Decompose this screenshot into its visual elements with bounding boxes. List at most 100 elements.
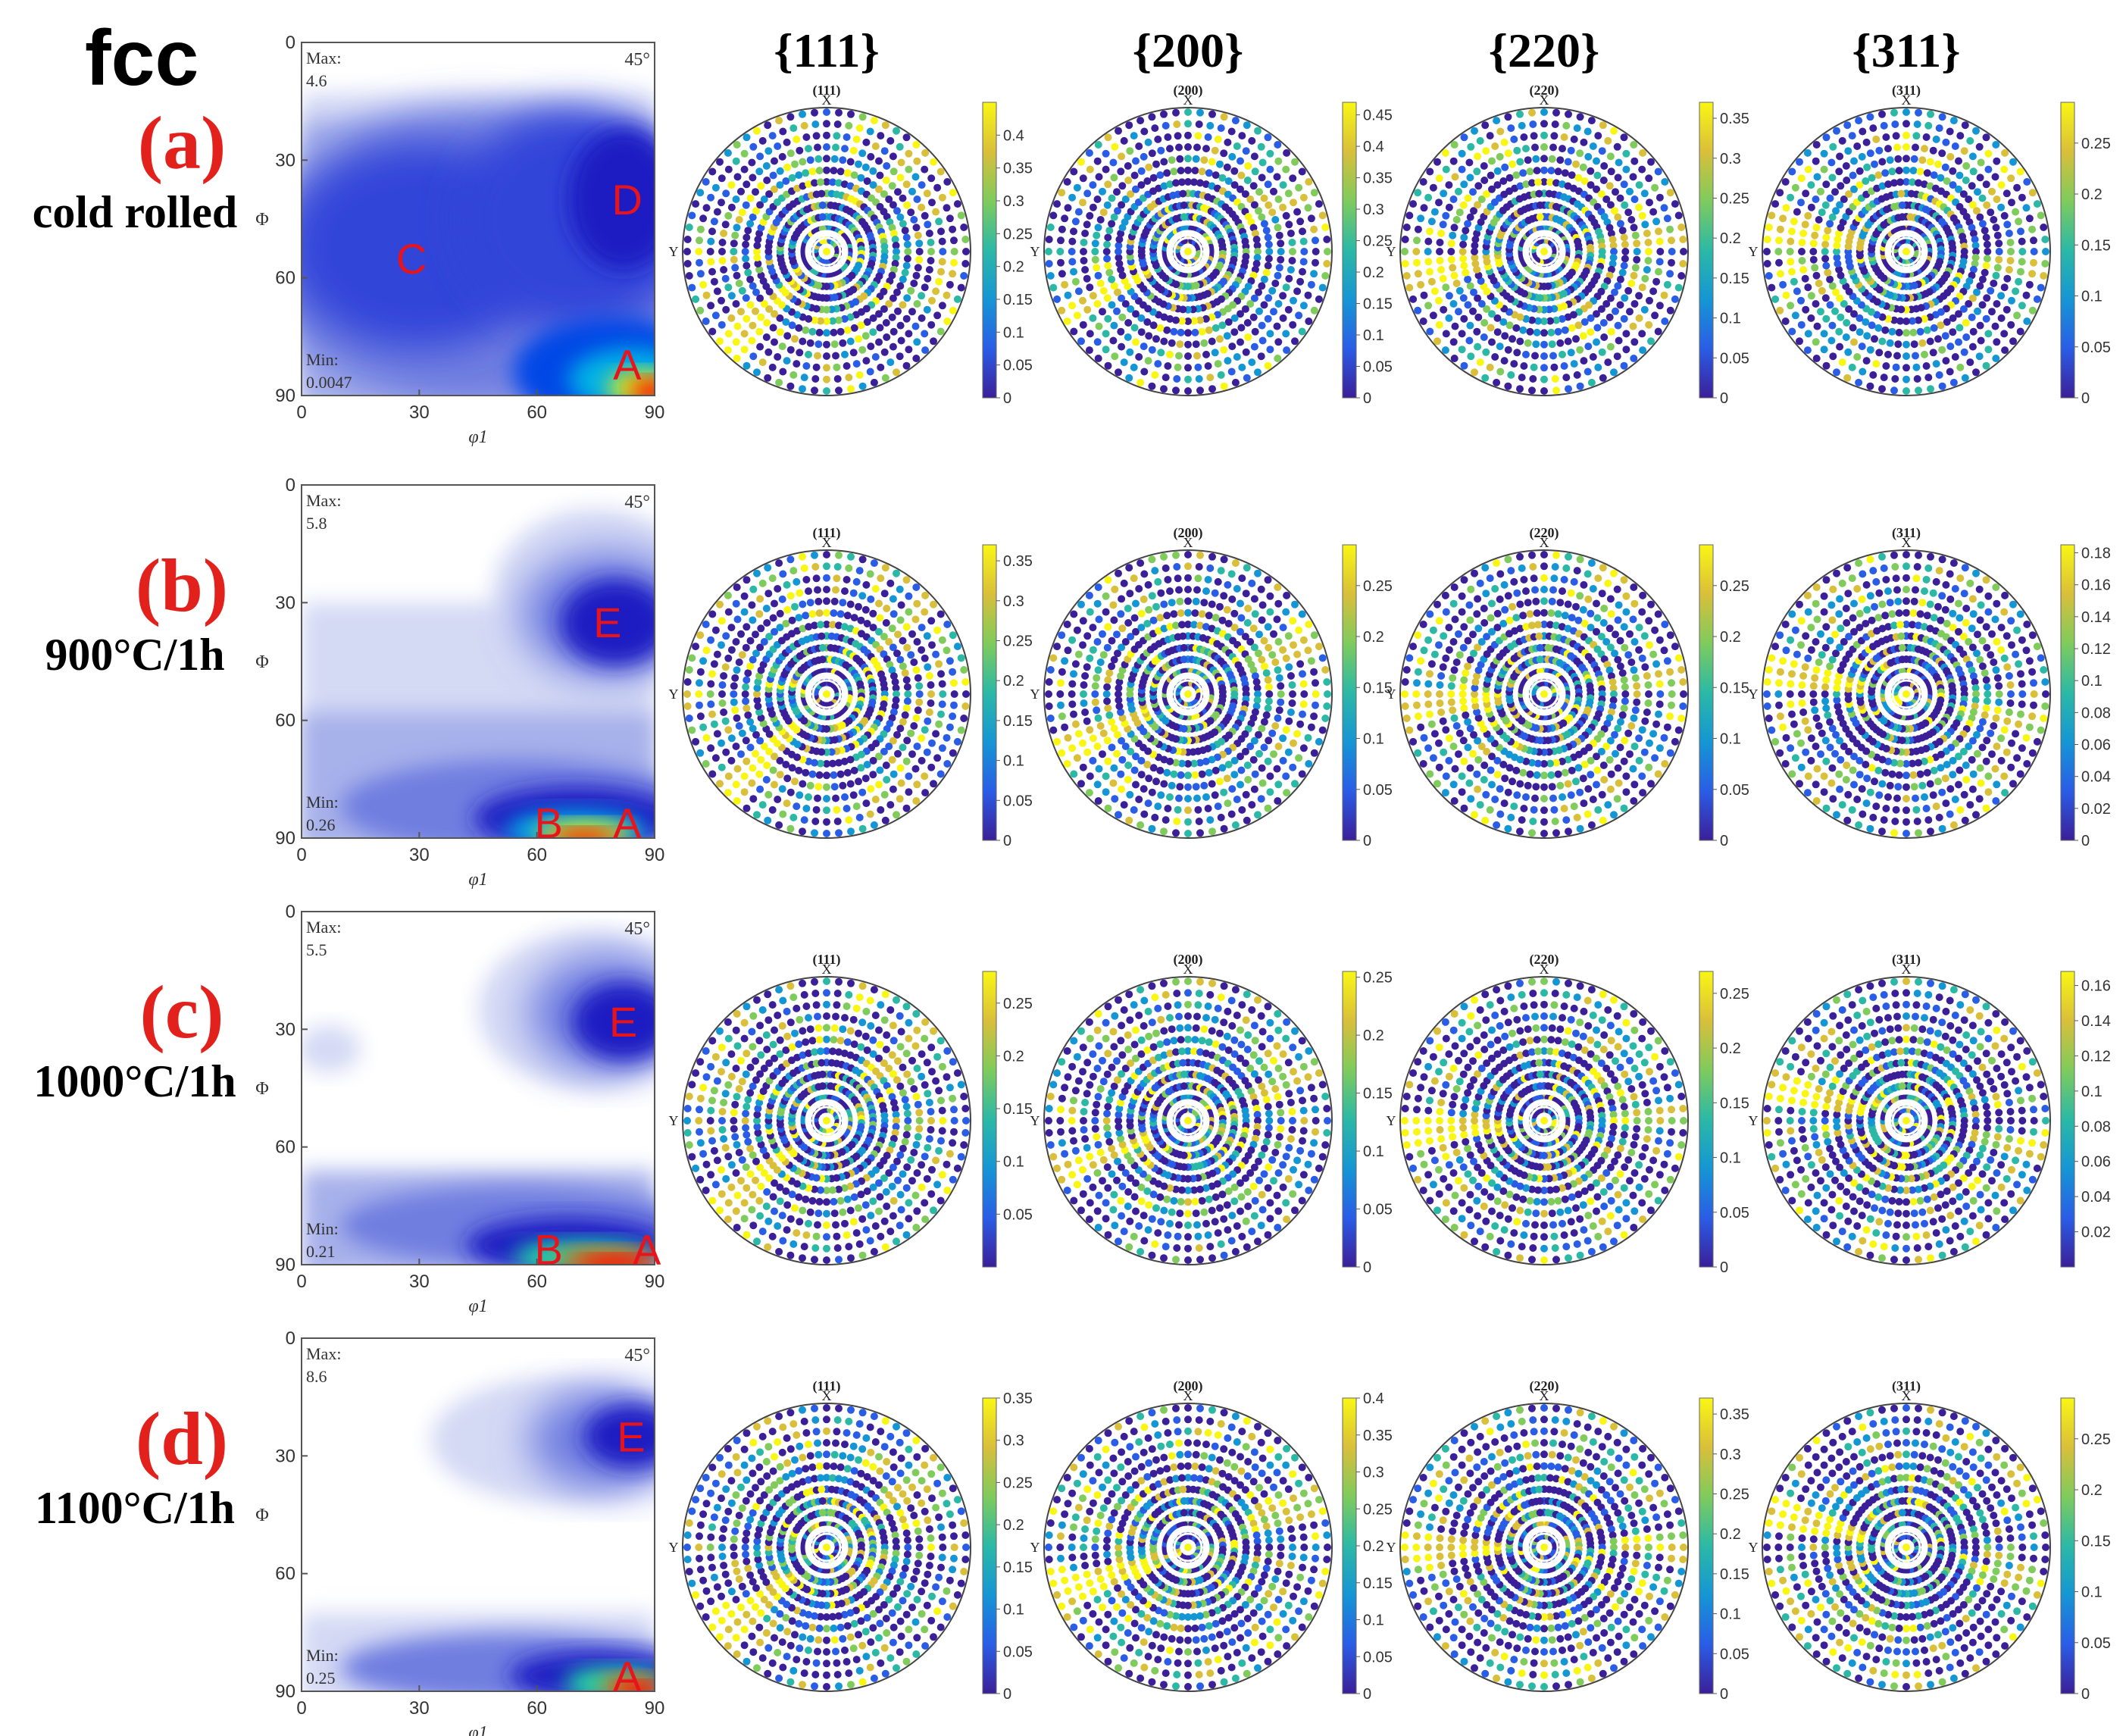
pole-figure-point: [1132, 599, 1140, 608]
pole-figure-point: [2018, 248, 2027, 255]
pole-figure-point: [1781, 317, 1790, 325]
pole-figure-point: [1599, 121, 1607, 130]
pole-figure-point: [1540, 108, 1548, 116]
pole-figure-point: [1812, 141, 1821, 149]
pole-figure-point: [1113, 749, 1121, 758]
pole-figure-point: [1579, 332, 1587, 340]
pole-figure-point: [1660, 291, 1668, 299]
pole-figure-point: [1504, 149, 1512, 158]
pole-figure-point: [1176, 783, 1184, 791]
pole-figure-point: [1984, 248, 1992, 255]
pole-figure-point: [1296, 660, 1305, 668]
pole-figure-point: [1856, 167, 1864, 175]
pole-figure-point: [1184, 352, 1192, 360]
pole-figure-point: [1260, 718, 1268, 726]
pole-figure-point: [1593, 324, 1602, 332]
pole-figure-point: [823, 586, 830, 593]
pole-figure-point: [924, 663, 932, 671]
pole-figure-point: [722, 748, 730, 756]
pole-figure-point: [808, 610, 817, 618]
pole-figure-point: [1124, 762, 1133, 769]
colorbar-tick-label: 0.05: [1003, 793, 1033, 809]
pole-figure-point: [1982, 314, 1990, 323]
pole-figure-point: [1184, 574, 1192, 582]
pole-figure-point: [886, 358, 895, 367]
pole-figure-point: [1205, 612, 1213, 620]
pole-figure-point: [894, 749, 902, 758]
pole-figure-point: [1296, 217, 1305, 226]
pole-figure-point: [1992, 271, 2000, 280]
pole-figure-point: [1170, 327, 1178, 336]
pole-figure-point: [1104, 576, 1112, 584]
pole-figure-point: [1831, 307, 1839, 315]
pole-figure-point: [1962, 319, 1970, 327]
pole-figure-point: [688, 726, 696, 734]
pole-figure-point: [1424, 193, 1433, 202]
pole-figure-point: [1763, 260, 1771, 267]
pole-figure-point: [836, 770, 845, 778]
pole-figure-point: [855, 124, 864, 133]
pole-figure-point: [1426, 267, 1433, 276]
pole-figure-point: [910, 722, 918, 730]
pole-figure-point: [713, 208, 721, 216]
pole-figure-point: [1104, 804, 1112, 812]
pole-figure-point: [796, 349, 804, 357]
pole-figure-point: [708, 770, 717, 778]
pole-figure-point: [1233, 585, 1241, 593]
pole-figure-point: [1923, 326, 1931, 334]
pole-figure-point: [1618, 227, 1627, 235]
pole-figure-point: [762, 605, 771, 612]
pole-figure-point: [1102, 772, 1110, 780]
pole-figure-point: [1599, 319, 1608, 327]
pole-figure-point: [1849, 324, 1857, 332]
pole-figure-point: [1056, 690, 1065, 698]
pole-figure-point: [1436, 257, 1444, 264]
pole-figure-point: [1838, 136, 1846, 145]
pole-figure-point: [1824, 227, 1832, 235]
y-tick-label: 60: [275, 711, 295, 731]
odf-density-contour: [630, 380, 655, 396]
pole-figure-point: [1102, 330, 1110, 338]
pole-figure-point: [1469, 307, 1477, 315]
pole-figure-point: [1884, 350, 1892, 358]
pole-figure-point: [1661, 317, 1669, 325]
pole-figure-point: [1466, 174, 1474, 182]
pole-figure-point: [1827, 336, 1836, 345]
pole-figure-point: [1231, 117, 1240, 125]
pole-figure-point: [1184, 375, 1192, 383]
pole-figure-point: [1184, 155, 1192, 163]
pole-figure-point: [1173, 563, 1181, 571]
pole-figure-point: [748, 336, 756, 345]
pole-figure-point: [2000, 330, 2009, 338]
pole-figure-point: [1426, 327, 1434, 336]
pole-figure-point: [1258, 616, 1266, 624]
pole-figure-point: [740, 165, 749, 174]
pole-figure-point: [1536, 655, 1544, 664]
pole-figure-point: [1666, 225, 1674, 233]
pole-figure-point: [731, 674, 739, 682]
pole-figure-point: [1616, 275, 1624, 283]
pole-figure-point: [730, 239, 738, 248]
pole-figure-point: [1549, 143, 1557, 152]
pole-figure-point: [1803, 149, 1812, 157]
pole-figure-point: [862, 357, 871, 365]
pole-figure-point: [718, 641, 725, 649]
pole-figure-point: [913, 338, 921, 346]
pole-figure-point: [858, 346, 867, 354]
pole-figure-point: [1231, 559, 1240, 568]
pole-figure-point: [949, 631, 957, 640]
pole-figure-point: [1645, 321, 1653, 329]
pole-figure-point: [802, 169, 810, 177]
pole-figure-point: [823, 830, 830, 837]
pole-figure-point: [796, 791, 804, 799]
odf-max-value: 5.8: [306, 514, 327, 533]
pole-figure-point: [1516, 337, 1524, 346]
pole-figure-point: [800, 121, 808, 130]
pole-figure-point: [911, 173, 920, 181]
pole-figure-point: [1264, 314, 1272, 323]
colorbar-tick-label: 0.2: [1363, 629, 1384, 646]
pole-figure-point: [1243, 177, 1252, 184]
colorbar-tick-label: 0.4: [1363, 139, 1384, 155]
pole-figure-point: [791, 335, 799, 343]
pole-figure-point: [1284, 305, 1293, 314]
